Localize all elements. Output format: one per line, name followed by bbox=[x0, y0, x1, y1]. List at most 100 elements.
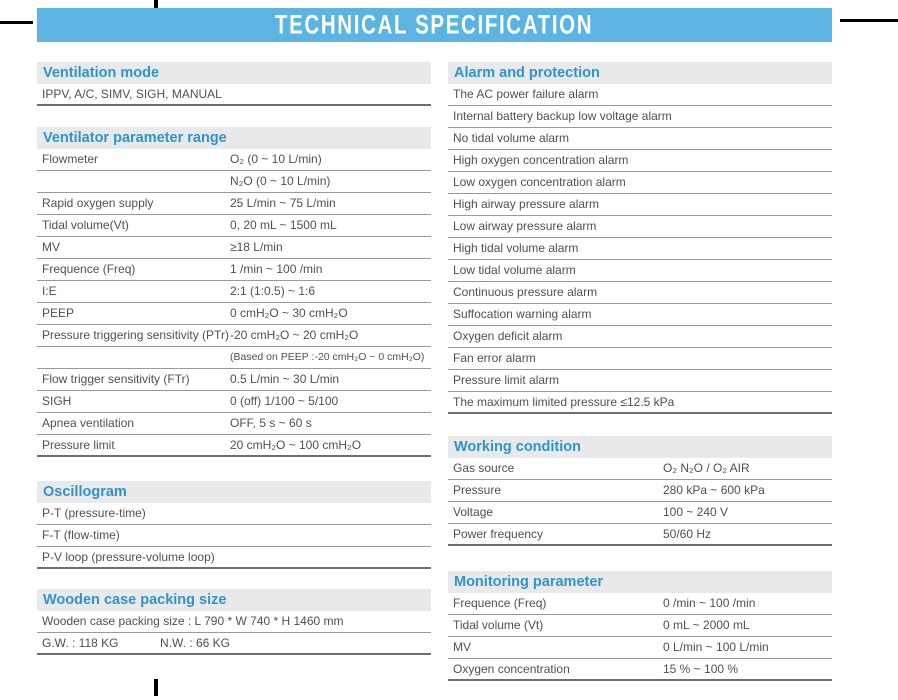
row-text: Wooden case packing size : L 790 * W 740… bbox=[42, 614, 344, 628]
table-row: I:E 2:1 (1:0.5) ~ 1:6 bbox=[37, 281, 431, 303]
crop-mark-bottom-icon bbox=[154, 679, 158, 696]
table-row: Frequence (Freq) 1 /min ~ 100 /min bbox=[37, 259, 431, 281]
table-row: Tidal volume(Vt) 0, 20 mL ~ 1500 mL bbox=[37, 215, 431, 237]
section-title: Ventilation mode bbox=[37, 62, 431, 84]
table-row: Internal battery backup low voltage alar… bbox=[448, 106, 832, 128]
table-row: The AC power failure alarm bbox=[448, 84, 832, 106]
right-column: Alarm and protection The AC power failure… bbox=[448, 62, 832, 681]
table-row: Apnea ventilation OFF, 5 s ~ 60 s bbox=[37, 413, 431, 435]
table-row: High oxygen concentration alarm bbox=[448, 150, 832, 172]
row-value: 280 kPa ~ 600 kPa bbox=[663, 483, 765, 497]
row-value: 0 mL ~ 2000 mL bbox=[663, 618, 750, 632]
row-value: 0.5 L/min ~ 30 L/min bbox=[230, 372, 340, 386]
spec-section: Oscillogram P-T (pressure-time) F-T (flow-… bbox=[37, 481, 431, 569]
table-row: Frequence (Freq) 0 /min ~ 100 /min bbox=[448, 593, 832, 615]
row-value: O₂ (0 ~ 10 L/min) bbox=[230, 152, 322, 166]
row-label: Apnea ventilation bbox=[42, 416, 135, 430]
left-column: Ventilation mode IPPV, A/C, SIMV, SIGH, M… bbox=[37, 62, 431, 655]
table-row: Wooden case packing size : L 790 * W 740… bbox=[37, 611, 431, 633]
table-row: Flow trigger sensitivity (FTr) 0.5 L/min … bbox=[37, 369, 431, 391]
crop-mark-left-icon bbox=[0, 21, 33, 24]
row-text: P-T (pressure-time) bbox=[42, 506, 146, 520]
row-value: N₂O (0 ~ 10 L/min) bbox=[230, 174, 331, 188]
row-text: High tidal volume alarm bbox=[453, 241, 579, 255]
row-value: 100 ~ 240 V bbox=[663, 505, 729, 519]
row-label: Voltage bbox=[453, 505, 494, 519]
row-value: -20 cmH₂O ~ 20 cmH₂O bbox=[230, 328, 359, 342]
row-value: 0, 20 mL ~ 1500 mL bbox=[230, 218, 337, 232]
row-label: I:E bbox=[42, 284, 57, 298]
page-title: TECHNICAL SPECIFICATION bbox=[275, 9, 594, 40]
row-text: Internal battery backup low voltage alar… bbox=[453, 109, 672, 123]
table-row: Continuous pressure alarm bbox=[448, 282, 832, 304]
row-text: Oxygen deficit alarm bbox=[453, 329, 563, 343]
row-value: (Based on PEEP :-20 cmH₂O ~ 0 cmH₂O) bbox=[230, 351, 425, 363]
row-value: 15 % ~ 100 % bbox=[663, 661, 739, 676]
row-value: 0 (off) 1/100 ~ 5/100 bbox=[230, 394, 339, 408]
table-row: Pressure triggering sensitivity (PTr) -20… bbox=[37, 325, 431, 347]
table-row: High airway pressure alarm bbox=[448, 194, 832, 216]
row-text: Low airway pressure alarm bbox=[453, 219, 597, 233]
table-row: Low airway pressure alarm bbox=[448, 216, 832, 238]
table-row: N₂O (0 ~ 10 L/min) bbox=[37, 171, 431, 193]
row-text: F-T (flow-time) bbox=[42, 528, 120, 542]
row-text: Low oxygen concentration alarm bbox=[453, 175, 626, 189]
table-row: P-T (pressure-time) bbox=[37, 503, 431, 525]
row-label: Tidal volume(Vt) bbox=[42, 218, 129, 232]
table-row: The maximum limited pressure ≤12.5 kPa bbox=[448, 392, 832, 414]
table-row: F-T (flow-time) bbox=[37, 525, 431, 547]
row-label: Rapid oxygen supply bbox=[42, 196, 154, 210]
table-row: Suffocation warning alarm bbox=[448, 304, 832, 326]
spec-section: Wooden case packing size Wooden case pack… bbox=[37, 589, 431, 655]
table-row: Power frequency 50/60 Hz bbox=[448, 524, 832, 546]
spec-section: Working condition Gas source O₂ N₂O / O₂ A… bbox=[448, 436, 832, 546]
table-row: High tidal volume alarm bbox=[448, 238, 832, 260]
table-row: (Based on PEEP :-20 cmH₂O ~ 0 cmH₂O) bbox=[37, 347, 431, 369]
table-row: Pressure 280 kPa ~ 600 kPa bbox=[448, 480, 832, 502]
row-value: 25 L/min ~ 75 L/min bbox=[230, 196, 336, 210]
crop-mark-right-icon bbox=[840, 19, 898, 22]
row-text: IPPV, A/C, SIMV, SIGH, MANUAL bbox=[42, 86, 222, 101]
section-title: Wooden case packing size bbox=[37, 589, 431, 611]
table-row: Low tidal volume alarm bbox=[448, 260, 832, 282]
row-value: 0 L/min ~ 100 L/min bbox=[663, 640, 769, 654]
row-text: No tidal volume alarm bbox=[453, 131, 570, 145]
section-title: Oscillogram bbox=[37, 481, 431, 503]
section-title: Alarm and protection bbox=[448, 62, 832, 84]
row-label: Pressure limit bbox=[42, 437, 115, 452]
row-label: Frequence (Freq) bbox=[42, 262, 136, 276]
table-row: Fan error alarm bbox=[448, 348, 832, 370]
table-row: MV 0 L/min ~ 100 L/min bbox=[448, 637, 832, 659]
row-text: Continuous pressure alarm bbox=[453, 285, 598, 299]
row-value: N.W. : 66 KG bbox=[160, 635, 231, 650]
table-row: P-V loop (pressure-volume loop) bbox=[37, 547, 431, 569]
row-label: Pressure bbox=[453, 483, 502, 497]
row-label: Flowmeter bbox=[42, 152, 99, 166]
spec-section: Ventilation mode IPPV, A/C, SIMV, SIGH, M… bbox=[37, 62, 431, 106]
row-value: O₂ N₂O / O₂ AIR bbox=[663, 461, 750, 475]
section-title: Ventilator parameter range bbox=[37, 127, 431, 149]
spec-section: Alarm and protection The AC power failure… bbox=[448, 62, 832, 414]
row-text: P-V loop (pressure-volume loop) bbox=[42, 549, 215, 564]
row-value: 1 /min ~ 100 /min bbox=[230, 262, 323, 276]
row-label: Flow trigger sensitivity (FTr) bbox=[42, 372, 190, 386]
row-value: 20 cmH₂O ~ 100 cmH₂O bbox=[230, 437, 362, 452]
row-value: 0 /min ~ 100 /min bbox=[663, 596, 756, 610]
row-text: Suffocation warning alarm bbox=[453, 307, 592, 321]
table-row: IPPV, A/C, SIMV, SIGH, MANUAL bbox=[37, 84, 431, 106]
row-value: 0 cmH₂O ~ 30 cmH₂O bbox=[230, 306, 348, 320]
row-label: Tidal volume (Vt) bbox=[453, 618, 544, 632]
row-text: Pressure limit alarm bbox=[453, 373, 560, 387]
section-title: Working condition bbox=[448, 436, 832, 458]
row-label: Power frequency bbox=[453, 526, 544, 541]
table-row: SIGH 0 (off) 1/100 ~ 5/100 bbox=[37, 391, 431, 413]
table-row: Tidal volume (Vt) 0 mL ~ 2000 mL bbox=[448, 615, 832, 637]
row-text: The maximum limited pressure ≤12.5 kPa bbox=[453, 394, 675, 409]
table-row: Voltage 100 ~ 240 V bbox=[448, 502, 832, 524]
row-label: Frequence (Freq) bbox=[453, 596, 547, 610]
table-row: Flowmeter O₂ (0 ~ 10 L/min) bbox=[37, 149, 431, 171]
table-row: G.W. : 118 KG N.W. : 66 KG bbox=[37, 633, 431, 655]
row-label: Pressure triggering sensitivity (PTr) bbox=[42, 328, 229, 342]
row-label: G.W. : 118 KG bbox=[42, 635, 119, 650]
